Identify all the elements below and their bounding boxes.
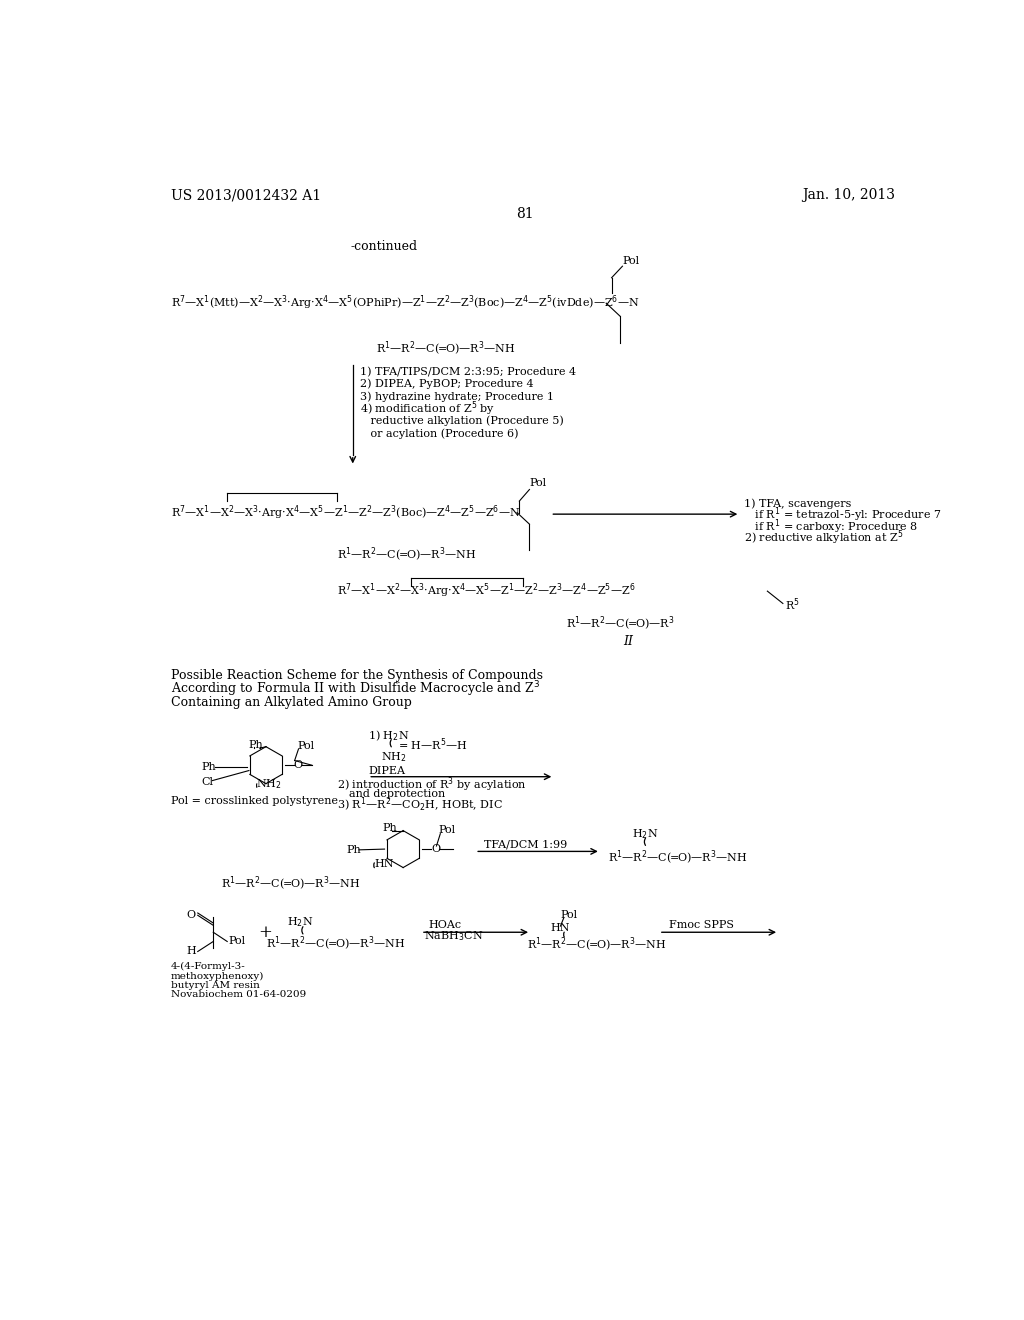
Text: methoxyphenoxy): methoxyphenoxy): [171, 972, 264, 981]
Text: HN: HN: [375, 859, 394, 869]
Text: 81: 81: [516, 207, 534, 220]
Text: TFA/DCM 1:99: TFA/DCM 1:99: [484, 840, 567, 850]
Text: O: O: [294, 760, 303, 770]
Text: Ph: Ph: [248, 741, 263, 750]
Text: if R$^1$ = carboxy: Procedure 8: if R$^1$ = carboxy: Procedure 8: [744, 517, 919, 536]
Text: R$^5$: R$^5$: [785, 597, 800, 614]
Text: -continued: -continued: [350, 240, 418, 253]
Text: R$^1$—R$^2$—C($\!\!=\!\!$O)—R$^3$—NH: R$^1$—R$^2$—C($\!\!=\!\!$O)—R$^3$—NH: [221, 875, 360, 892]
Text: Pol: Pol: [297, 741, 314, 751]
Text: Possible Reaction Scheme for the Synthesis of Compounds: Possible Reaction Scheme for the Synthes…: [171, 669, 543, 682]
Text: H: H: [186, 946, 196, 957]
Text: R$^1$—R$^2$—C($\!\!=\!\!$O)—R$^3$—NH: R$^1$—R$^2$—C($\!\!=\!\!$O)—R$^3$—NH: [337, 546, 476, 564]
Text: Ph: Ph: [202, 762, 216, 772]
Text: or acylation (Procedure 6): or acylation (Procedure 6): [360, 428, 519, 438]
Text: HN: HN: [550, 924, 570, 933]
Text: 2) reductive alkylation at Z$^5$: 2) reductive alkylation at Z$^5$: [744, 529, 903, 548]
Text: According to Formula II with Disulfide Macrocycle and Z$^3$: According to Formula II with Disulfide M…: [171, 678, 540, 698]
Text: O: O: [186, 911, 196, 920]
Text: R$^7$—X$^1$(Mtt)—X$^2$—X$^3$·Arg·X$^4$—X$^5$(OPhiPr)—Z$^1$—Z$^2$—Z$^3$(Boc)—Z$^4: R$^7$—X$^1$(Mtt)—X$^2$—X$^3$·Arg·X$^4$—X…: [171, 294, 639, 313]
Text: Fmoc SPPS: Fmoc SPPS: [669, 920, 734, 931]
Text: 4-(4-Formyl-3-: 4-(4-Formyl-3-: [171, 962, 246, 972]
Text: H$_2$N: H$_2$N: [632, 828, 658, 841]
Text: 2) DIPEA, PyBOP; Procedure 4: 2) DIPEA, PyBOP; Procedure 4: [360, 379, 535, 389]
Text: 4) modification of Z$^5$ by: 4) modification of Z$^5$ by: [360, 400, 496, 418]
Text: 1) TFA/TIPS/DCM 2:3:95; Procedure 4: 1) TFA/TIPS/DCM 2:3:95; Procedure 4: [360, 367, 577, 376]
Text: Ph: Ph: [382, 824, 397, 833]
Text: HOAc: HOAc: [429, 920, 462, 931]
Text: 3) R$^1$—R$^2$—CO$_2$H, HOBt, DIC: 3) R$^1$—R$^2$—CO$_2$H, HOBt, DIC: [337, 796, 504, 813]
Text: Pol: Pol: [228, 936, 246, 946]
Text: = H—R$^5$—H: = H—R$^5$—H: [397, 737, 467, 754]
Text: butyryl AM resin: butyryl AM resin: [171, 981, 259, 990]
Text: Pol: Pol: [438, 825, 455, 834]
Text: reductive alkylation (Procedure 5): reductive alkylation (Procedure 5): [360, 416, 564, 426]
Text: R$^1$—R$^2$—C($\!\!=\!\!$O)—R$^3$—NH: R$^1$—R$^2$—C($\!\!=\!\!$O)—R$^3$—NH: [376, 341, 515, 359]
Text: 1) TFA, scavengers: 1) TFA, scavengers: [744, 498, 852, 508]
Text: and deprotection: and deprotection: [349, 789, 445, 800]
Text: NH$_2$: NH$_2$: [381, 751, 407, 764]
Text: US 2013/0012432 A1: US 2013/0012432 A1: [171, 189, 321, 202]
Text: O: O: [431, 843, 440, 854]
Text: Cl: Cl: [202, 777, 214, 787]
Text: H$_2$N: H$_2$N: [287, 915, 313, 929]
Text: R$^1$—R$^2$—C($\!\!=\!\!$O)—R$^3$—NH: R$^1$—R$^2$—C($\!\!=\!\!$O)—R$^3$—NH: [608, 849, 748, 867]
Text: DIPEA: DIPEA: [369, 766, 406, 776]
Text: R$^1$—R$^2$—C($\!\!=\!\!$O)—R$^3$—NH: R$^1$—R$^2$—C($\!\!=\!\!$O)—R$^3$—NH: [266, 935, 406, 953]
Text: +: +: [258, 924, 272, 941]
Text: II: II: [623, 635, 633, 648]
Text: R$^7$—X$^1$—X$^2$—X$^3$·Arg·X$^4$—X$^5$—Z$^1$—Z$^2$—Z$^3$—Z$^4$—Z$^5$—Z$^6$: R$^7$—X$^1$—X$^2$—X$^3$·Arg·X$^4$—X$^5$—…: [337, 582, 636, 601]
Text: R$^1$—R$^2$—C($\!\!=\!\!$O)—R$^3$: R$^1$—R$^2$—C($\!\!=\!\!$O)—R$^3$: [566, 615, 674, 634]
Text: Pol: Pol: [560, 909, 578, 920]
Text: 1) H$_2$N: 1) H$_2$N: [369, 729, 410, 743]
Text: Pol: Pol: [623, 256, 640, 265]
Text: if R$^1$ = tetrazol-5-yl: Procedure 7: if R$^1$ = tetrazol-5-yl: Procedure 7: [744, 506, 942, 524]
Text: 3) hydrazine hydrate; Procedure 1: 3) hydrazine hydrate; Procedure 1: [360, 391, 555, 401]
Text: Pol: Pol: [529, 478, 547, 488]
Text: Containing an Alkylated Amino Group: Containing an Alkylated Amino Group: [171, 696, 412, 709]
Text: R$^7$—X$^1$—X$^2$—X$^3$·Arg·X$^4$—X$^5$—Z$^1$—Z$^2$—Z$^3$(Boc)—Z$^4$—Z$^5$—Z$^6$: R$^7$—X$^1$—X$^2$—X$^3$·Arg·X$^4$—X$^5$—…: [171, 503, 520, 521]
Text: NH$_2$: NH$_2$: [256, 777, 282, 791]
Text: Novabiochem 01-64-0209: Novabiochem 01-64-0209: [171, 990, 306, 999]
Text: Jan. 10, 2013: Jan. 10, 2013: [802, 189, 895, 202]
Text: Ph: Ph: [346, 845, 361, 855]
Text: 2) introduction of R$^3$ by acylation: 2) introduction of R$^3$ by acylation: [337, 775, 527, 793]
Text: Pol = crosslinked polystyrene: Pol = crosslinked polystyrene: [171, 796, 338, 807]
Text: NaBH$_3$CN: NaBH$_3$CN: [424, 929, 483, 942]
Text: R$^1$—R$^2$—C($\!\!=\!\!$O)—R$^3$—NH: R$^1$—R$^2$—C($\!\!=\!\!$O)—R$^3$—NH: [527, 936, 667, 954]
